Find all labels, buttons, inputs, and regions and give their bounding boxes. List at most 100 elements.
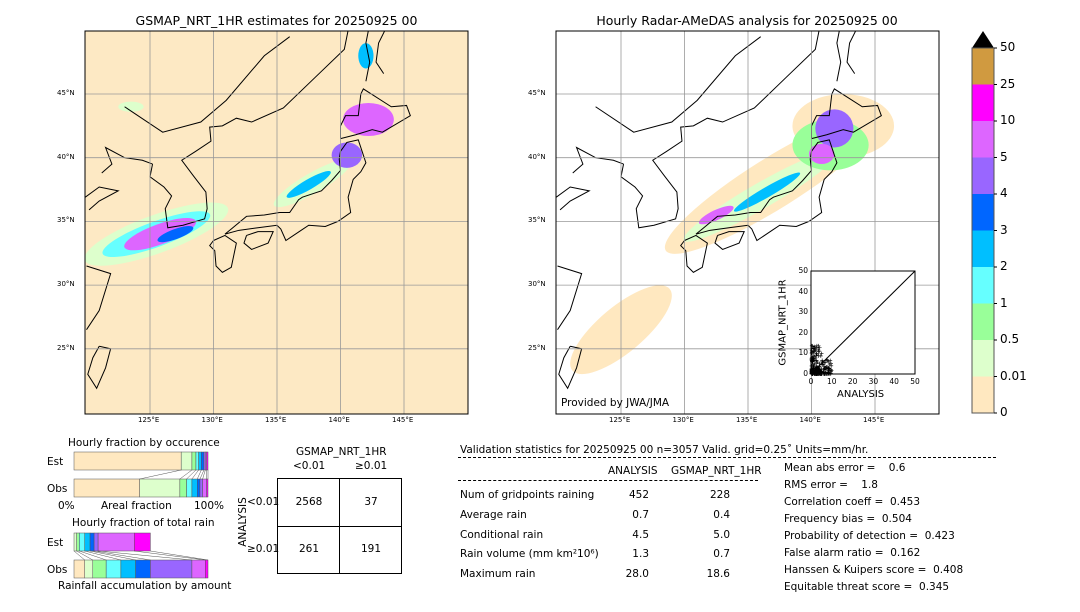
coastline [149, 31, 349, 229]
rain-xlabel: Rainfall accumulation by amount [58, 580, 232, 592]
contingency-table: 2568 37 261 191 [277, 478, 402, 574]
connector-line [94, 550, 151, 561]
colorbar-label: 10 [1000, 113, 1016, 127]
lat-label: 35°N [528, 216, 546, 225]
lat-label: 40°N [57, 152, 75, 161]
connector-line [179, 469, 193, 480]
colorbar-label: 0 [1000, 405, 1008, 419]
scatter-point [820, 359, 825, 364]
scatter-xtick: 10 [827, 377, 837, 386]
scatter-point [811, 346, 816, 351]
coastline [714, 231, 745, 251]
scatter-ytick: 50 [798, 266, 808, 275]
score-line: Equitable threat score = 0.345 [784, 581, 950, 593]
rain-obs-segment [150, 559, 193, 579]
left-map-title: GSMAP_NRT_1HR estimates for 20250925 00 [135, 13, 418, 28]
connector-line [134, 550, 206, 561]
connector-line [150, 550, 209, 561]
rain-obs-segment [120, 559, 136, 579]
scatter-point [810, 344, 815, 349]
lon-label: 135°E [736, 416, 758, 424]
score-line: Mean abs error = 0.6 [784, 462, 906, 474]
occ-obs-segment [139, 478, 181, 498]
connector-line [139, 469, 182, 480]
stat-gsmap: 228 [709, 489, 730, 501]
lat-label: 30°N [57, 280, 75, 289]
colorbar-label: 50 [1000, 40, 1016, 54]
scatter-point [809, 368, 814, 373]
score-line: Correlation coeff = 0.453 [784, 496, 920, 508]
col-label-1: <0.01 [293, 460, 326, 472]
lon-label: 130°E [672, 416, 694, 424]
rain-est-segment [76, 532, 80, 552]
rain-est-segment [97, 532, 135, 552]
colorbar-segment [972, 121, 994, 158]
coastline [86, 265, 112, 330]
colorbar-segment [972, 303, 994, 340]
colorbar-segment [972, 340, 994, 377]
score-line: False alarm ratio = 0.162 [784, 547, 921, 559]
coastline [243, 231, 274, 251]
coastline [811, 88, 882, 140]
rain-area [286, 171, 331, 198]
connector-line [197, 469, 202, 480]
row-label-2: ≥0.01 [247, 543, 280, 555]
rain-est-segment [134, 532, 151, 552]
connector-line [76, 550, 93, 561]
map-frame [84, 30, 469, 415]
colorbar-label: 5 [1000, 149, 1008, 164]
scatter-point [810, 358, 815, 363]
scatter-point [817, 371, 822, 376]
scatter-ytick: 30 [798, 307, 808, 317]
rain-obs-label: Obs [47, 564, 68, 576]
row-label-1: <0.01 [247, 496, 280, 508]
occ-right-label: 100% [194, 500, 225, 512]
colorbar-segment [972, 376, 994, 413]
scatter-point [824, 357, 829, 362]
colorbar-segment [972, 230, 994, 267]
stat-analysis: 0.7 [632, 508, 649, 521]
stat-analysis: 4.5 [632, 528, 649, 541]
scatter-point [809, 356, 814, 361]
coastline [365, 31, 371, 82]
rain-est-label: Est [47, 537, 64, 549]
occ-est-segment [201, 451, 205, 471]
occ-est-segment [180, 451, 193, 471]
lat-label: 40°N [528, 152, 546, 161]
scatter-point [819, 351, 824, 356]
colorbar-label: 25 [1000, 76, 1016, 91]
rain-area [118, 101, 144, 112]
col-label-2: ≥0.01 [355, 460, 388, 472]
coastline [85, 186, 120, 211]
lon-label: 125°E [138, 416, 160, 424]
occ-est-segment [73, 451, 182, 471]
scatter-point [818, 353, 823, 358]
rain-area [358, 43, 374, 69]
rain-est-segment [93, 532, 99, 552]
connector-line [186, 469, 197, 480]
rain-obs-segment [205, 559, 209, 579]
scatter-ytick: 10 [798, 348, 808, 358]
stat-analysis: 1.3 [632, 548, 649, 561]
rain-obs-segment [84, 559, 94, 579]
occ-obs-segment [206, 478, 209, 498]
colorbar-segment [972, 267, 994, 304]
connector-line [191, 469, 199, 480]
lon-label: 140°E [328, 416, 350, 424]
lon-label: 145°E [863, 416, 885, 424]
lon-label: 140°E [799, 416, 821, 424]
scatter-point [810, 359, 815, 364]
colorbar-segment [972, 157, 994, 194]
rain-area [698, 205, 734, 225]
colorbar-label: 4 [1000, 186, 1008, 200]
coastline [557, 265, 583, 330]
scatter-point [813, 371, 818, 376]
scatter-point [817, 361, 822, 366]
occurrence-title: Hourly fraction by occurence [68, 437, 220, 449]
coastline [224, 139, 367, 242]
occ-obs-segment [197, 478, 201, 498]
scatter-ytick: 0 [803, 369, 808, 378]
scatter-point [814, 366, 819, 371]
